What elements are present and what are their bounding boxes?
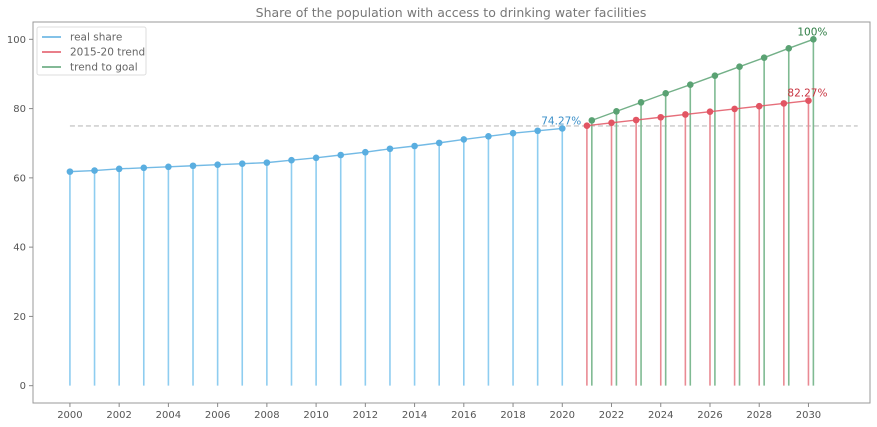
point-trend-to-goal-7 [760, 54, 768, 61]
stems-group [69, 39, 815, 386]
point-trend-to-goal-9 [810, 36, 817, 43]
x-tick-label-2010: 2010 [303, 410, 328, 421]
point-trend-to-goal-8 [785, 45, 793, 52]
y-tick-label-100: 100 [7, 35, 26, 46]
series-lines-group [69, 38, 814, 173]
legend-label-2015-20-trend: 2015-20 trend [70, 47, 145, 59]
point-real-share-2 [115, 165, 123, 173]
series-line-2015-20-trend [586, 100, 809, 127]
annotations-group: 74.27% 82.27% 100% [541, 26, 827, 127]
point-real-share-13 [386, 145, 394, 153]
point-real-share-19 [534, 127, 541, 135]
point-real-share-5 [189, 162, 197, 170]
point-real-share-10 [312, 154, 320, 162]
point-real-share-0 [66, 168, 74, 175]
point-real-share-1 [91, 167, 98, 174]
x-tick-label-2022: 2022 [599, 410, 624, 421]
point-real-share-11 [337, 151, 345, 159]
y-tick-label-60: 60 [13, 173, 26, 184]
point-2015-20-trend-1 [608, 119, 615, 127]
point-real-share-18 [509, 129, 517, 137]
x-tick-label-2024: 2024 [648, 410, 673, 421]
point-real-share-17 [485, 133, 492, 140]
point-real-share-20 [558, 125, 566, 132]
point-real-share-14 [411, 142, 418, 150]
legend-label-trend-to-goal: trend to goal [70, 62, 138, 74]
x-tick-label-2002: 2002 [106, 410, 131, 421]
x-tick-label-2028: 2028 [746, 410, 771, 421]
annotation-2: 100% [797, 26, 827, 38]
point-real-share-3 [140, 164, 148, 172]
x-tick-label-2030: 2030 [796, 410, 821, 421]
x-tick-label-2014: 2014 [402, 410, 427, 421]
point-trend-to-goal-6 [736, 63, 743, 70]
point-2015-20-trend-9 [805, 97, 812, 105]
point-2015-20-trend-6 [731, 105, 738, 113]
x-tick-label-2012: 2012 [353, 410, 378, 421]
point-real-share-15 [435, 139, 443, 147]
chart-title: Share of the population with access to d… [256, 5, 647, 20]
y-tick-label-40: 40 [13, 243, 26, 254]
point-trend-to-goal-2 [637, 99, 645, 106]
series-line-trend-to-goal [591, 38, 814, 122]
x-tick-label-2018: 2018 [500, 410, 525, 421]
point-2015-20-trend-0 [583, 122, 591, 129]
annotation-1: 82.27% [787, 88, 827, 100]
x-tick-label-2004: 2004 [156, 410, 181, 421]
point-real-share-4 [165, 163, 172, 171]
y-tick-label-80: 80 [13, 104, 26, 115]
x-tick-label-2006: 2006 [205, 410, 230, 421]
point-2015-20-trend-2 [632, 116, 640, 124]
x-tick-label-2008: 2008 [254, 410, 279, 421]
x-tick-label-2000: 2000 [57, 410, 82, 421]
legend-box [36, 26, 147, 76]
point-real-share-7 [238, 160, 246, 167]
point-trend-to-goal-1 [613, 108, 620, 115]
point-trend-to-goal-5 [711, 72, 719, 79]
point-trend-to-goal-3 [662, 90, 669, 97]
legend-label-real-share: real share [70, 32, 122, 44]
series-points-group [66, 36, 817, 175]
plot-frame [32, 21, 871, 404]
point-trend-to-goal-0 [588, 117, 596, 124]
x-tick-label-2020: 2020 [550, 410, 575, 421]
y-tick-label-0: 0 [20, 381, 26, 392]
point-2015-20-trend-5 [706, 108, 714, 116]
point-real-share-9 [288, 156, 295, 164]
point-2015-20-trend-7 [755, 102, 763, 110]
y-tick-label-20: 20 [13, 312, 26, 323]
point-real-share-16 [460, 136, 468, 143]
point-real-share-6 [214, 161, 221, 169]
point-2015-20-trend-8 [780, 100, 788, 107]
x-tick-label-2026: 2026 [697, 410, 722, 421]
legend: real share 2015-20 trend trend to goal [36, 26, 147, 76]
annotation-0: 74.27% [541, 115, 581, 127]
point-2015-20-trend-3 [657, 113, 665, 121]
point-real-share-12 [362, 148, 369, 156]
point-2015-20-trend-4 [682, 111, 689, 118]
point-real-share-8 [263, 159, 271, 166]
x-tick-label-2016: 2016 [451, 410, 476, 421]
axes: 2000 2002 2004 2006 2008 2010 2012 2014 2016 2018… [7, 35, 821, 421]
point-trend-to-goal-4 [686, 81, 694, 88]
